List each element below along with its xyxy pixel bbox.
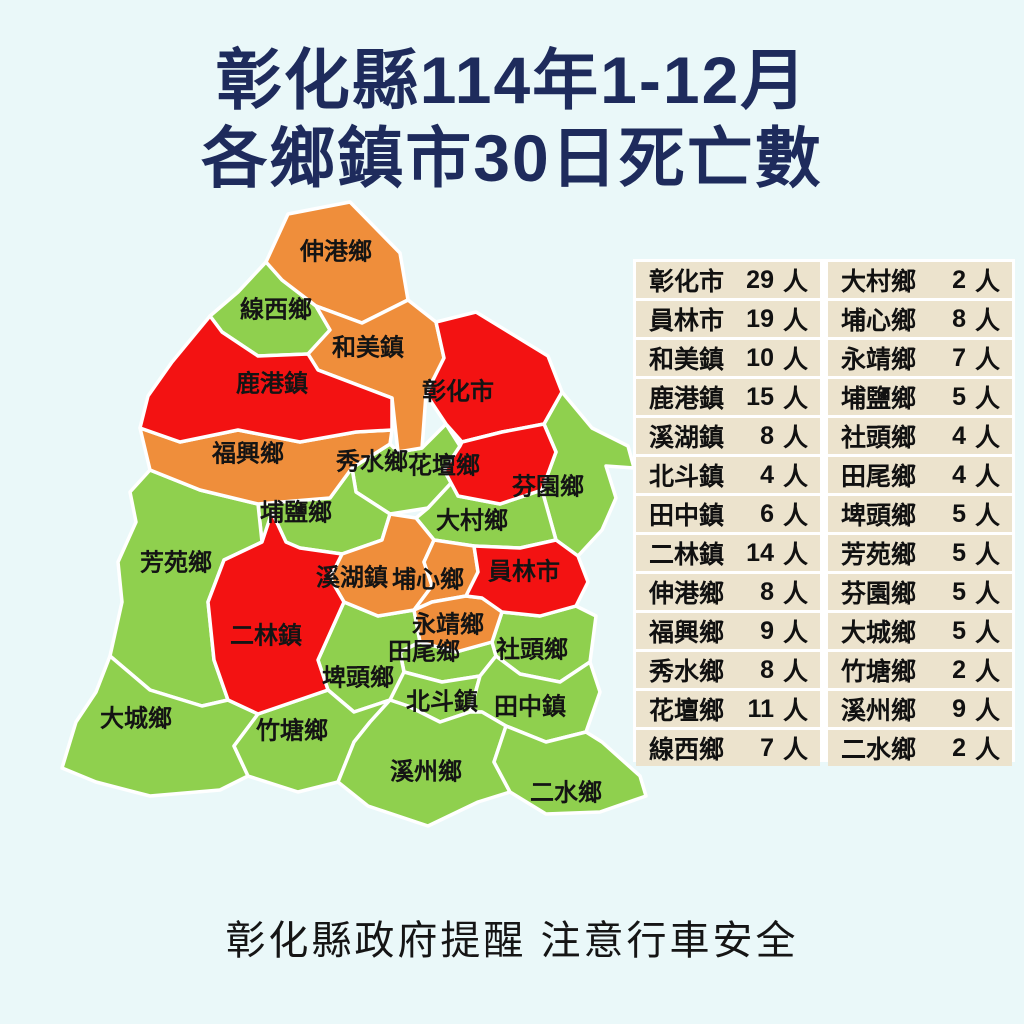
table-cell-shengang: 伸港鄉 8 人 — [636, 574, 820, 610]
table-cell-huatan: 花壇鄉 11 人 — [636, 691, 820, 727]
table-cell-puyan: 埔鹽鄉 5 人 — [828, 379, 1012, 415]
label-zhutang: 竹塘鄉 — [255, 717, 328, 745]
region-changhua-city — [424, 310, 564, 444]
label-yuanlin: 員林市 — [487, 558, 560, 586]
label-huatan: 花壇鄉 — [408, 452, 480, 480]
label-dacheng: 大城鄉 — [100, 705, 172, 733]
table-cell-zhutang: 竹塘鄉 2 人 — [828, 652, 1012, 688]
table-cell-beidou: 北斗鎮 4 人 — [636, 457, 820, 493]
label-puyan: 埔鹽鄉 — [260, 499, 332, 527]
label-erlin: 二林鎮 — [230, 622, 302, 650]
label-xihu: 溪湖鎮 — [316, 564, 388, 592]
label-yongjing: 永靖鄉 — [412, 611, 484, 639]
table-cell-tianzhong: 田中鎮 6 人 — [636, 496, 820, 532]
table-cell-tianwei: 田尾鄉 4 人 — [828, 457, 1012, 493]
table-cell-lukang: 鹿港鎮 15 人 — [636, 379, 820, 415]
table-cell-changhua-city: 彰化市 29 人 — [636, 262, 820, 298]
table-cell-shetou: 社頭鄉 4 人 — [828, 418, 1012, 454]
label-fenyuan: 芬園鄉 — [512, 473, 584, 501]
label-fangyuan: 芳苑鄉 — [140, 549, 212, 577]
page-title: 彰化縣114年1-12月 各鄉鎮市30日死亡數 — [0, 42, 1024, 198]
table-cell-dacheng: 大城鄉 5 人 — [828, 613, 1012, 649]
label-ershui: 二水鄉 — [530, 779, 602, 807]
table-cell-puxin: 埔心鄉 8 人 — [828, 301, 1012, 337]
table-cell-pitou: 埤頭鄉 5 人 — [828, 496, 1012, 532]
region-yuanlin — [464, 538, 590, 618]
region-lukang — [138, 314, 394, 444]
death-count-table: 彰化市 29 人 員林市 19 人 和美鎮 10 人 鹿港鎮 15 人 溪湖鎮 8 人 北斗鎮 4 人 … — [633, 259, 1015, 766]
table-cell-yongjing: 永靖鄉 7 人 — [828, 340, 1012, 376]
table-cell-erlin: 二林鎮 14 人 — [636, 535, 820, 571]
table-cell-xizhou: 溪州鄉 9 人 — [828, 691, 1012, 727]
label-lukang: 鹿港鎮 — [236, 370, 308, 398]
label-beidou: 北斗鎮 — [406, 688, 478, 716]
label-shengang: 伸港鄉 — [299, 238, 372, 266]
label-tianzhong: 田中鎮 — [494, 693, 566, 721]
label-changhua-city: 彰化市 — [422, 378, 494, 406]
table-cell-yuanlin: 員林市 19 人 — [636, 301, 820, 337]
label-xizhou: 溪州鄉 — [390, 758, 462, 786]
table-cell-fuxing: 福興鄉 9 人 — [636, 613, 820, 649]
region-dacheng — [60, 654, 260, 798]
region-ershui — [492, 724, 648, 816]
table-cell-ershui: 二水鄉 2 人 — [828, 730, 1012, 766]
label-xianxi: 線西鄉 — [240, 296, 312, 324]
table-cell-fangyuan: 芳苑鄉 5 人 — [828, 535, 1012, 571]
table-cell-xiushui: 秀水鄉 8 人 — [636, 652, 820, 688]
label-dacun: 大村鄉 — [436, 507, 508, 535]
label-xiushui: 秀水鄉 — [335, 448, 408, 476]
label-pitou: 埤頭鄉 — [322, 664, 394, 692]
region-erlin — [206, 510, 346, 716]
death-count-table-right-column: 大村鄉 2 人 埔心鄉 8 人 永靖鄉 7 人 埔鹽鄉 5 人 社頭鄉 4 人 田尾鄉 4 人 埤頭鄉 5… — [828, 262, 1012, 766]
death-count-table-left-column: 彰化市 29 人 員林市 19 人 和美鎮 10 人 鹿港鎮 15 人 溪湖鎮 8 人 北斗鎮 4 人 … — [636, 262, 820, 766]
label-puxin: 埔心鄉 — [392, 566, 464, 594]
label-shetou: 社頭鄉 — [496, 636, 568, 664]
label-fuxing: 福興鄉 — [211, 440, 284, 468]
footer-safety-message: 彰化縣政府提醒 注意行車安全 — [225, 919, 799, 963]
label-tianwei: 田尾鄉 — [388, 638, 460, 666]
table-cell-hemei: 和美鎮 10 人 — [636, 340, 820, 376]
region-huatan — [442, 422, 558, 506]
table-cell-xianxi: 線西鄉 7 人 — [636, 730, 820, 766]
table-cell-fenyuan: 芬園鄉 5 人 — [828, 574, 1012, 610]
table-cell-dacun: 大村鄉 2 人 — [828, 262, 1012, 298]
label-hemei: 和美鎮 — [332, 334, 404, 362]
table-cell-xihu: 溪湖鎮 8 人 — [636, 418, 820, 454]
page-title-line1: 彰化縣114年1-12月 — [215, 43, 809, 117]
page-title-line2: 各鄉鎮市30日死亡數 — [201, 120, 823, 195]
